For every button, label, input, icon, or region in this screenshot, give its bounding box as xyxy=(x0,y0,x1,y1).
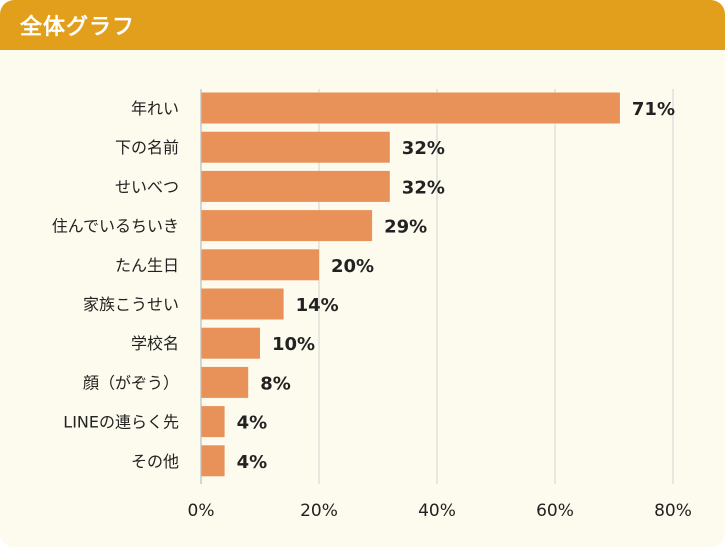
category-label: 住んでいるちいき xyxy=(52,217,179,236)
value-label: 10% xyxy=(272,334,315,355)
category-label: 家族こうせい xyxy=(83,295,179,314)
category-label: その他 xyxy=(131,452,179,471)
value-label: 20% xyxy=(331,256,374,277)
category-label: 学校名 xyxy=(131,334,179,353)
value-label: 4% xyxy=(237,413,268,434)
bar xyxy=(201,327,260,359)
bar xyxy=(201,406,225,438)
value-label: 8% xyxy=(260,373,291,394)
category-label: 顔（がぞう） xyxy=(83,373,179,392)
bar xyxy=(201,92,620,124)
value-label: 32% xyxy=(402,138,445,159)
chart-title: 全体グラフ xyxy=(20,15,136,40)
bar xyxy=(201,131,390,163)
value-label: 4% xyxy=(237,452,268,473)
category-label: 下の名前 xyxy=(115,138,179,157)
bar xyxy=(201,170,390,202)
bar xyxy=(201,366,249,398)
x-tick-label: 60% xyxy=(536,501,574,521)
bar xyxy=(201,249,319,281)
value-label: 29% xyxy=(384,217,427,238)
bar xyxy=(201,288,284,320)
value-label: 71% xyxy=(632,99,675,120)
category-label: せいべつ xyxy=(115,177,179,196)
value-label: 32% xyxy=(402,177,445,198)
x-tick-label: 80% xyxy=(654,501,692,521)
category-label: LINEの連らく先 xyxy=(63,413,179,432)
category-label: たん生日 xyxy=(115,256,179,275)
x-tick-label: 40% xyxy=(418,501,456,521)
bar xyxy=(201,210,373,242)
chart-header: 全体グラフ xyxy=(0,0,725,50)
category-label: 年れい xyxy=(131,99,179,118)
x-tick-label: 20% xyxy=(300,501,338,521)
bar xyxy=(201,445,225,477)
x-tick-label: 0% xyxy=(188,501,215,521)
value-label: 14% xyxy=(296,295,339,316)
